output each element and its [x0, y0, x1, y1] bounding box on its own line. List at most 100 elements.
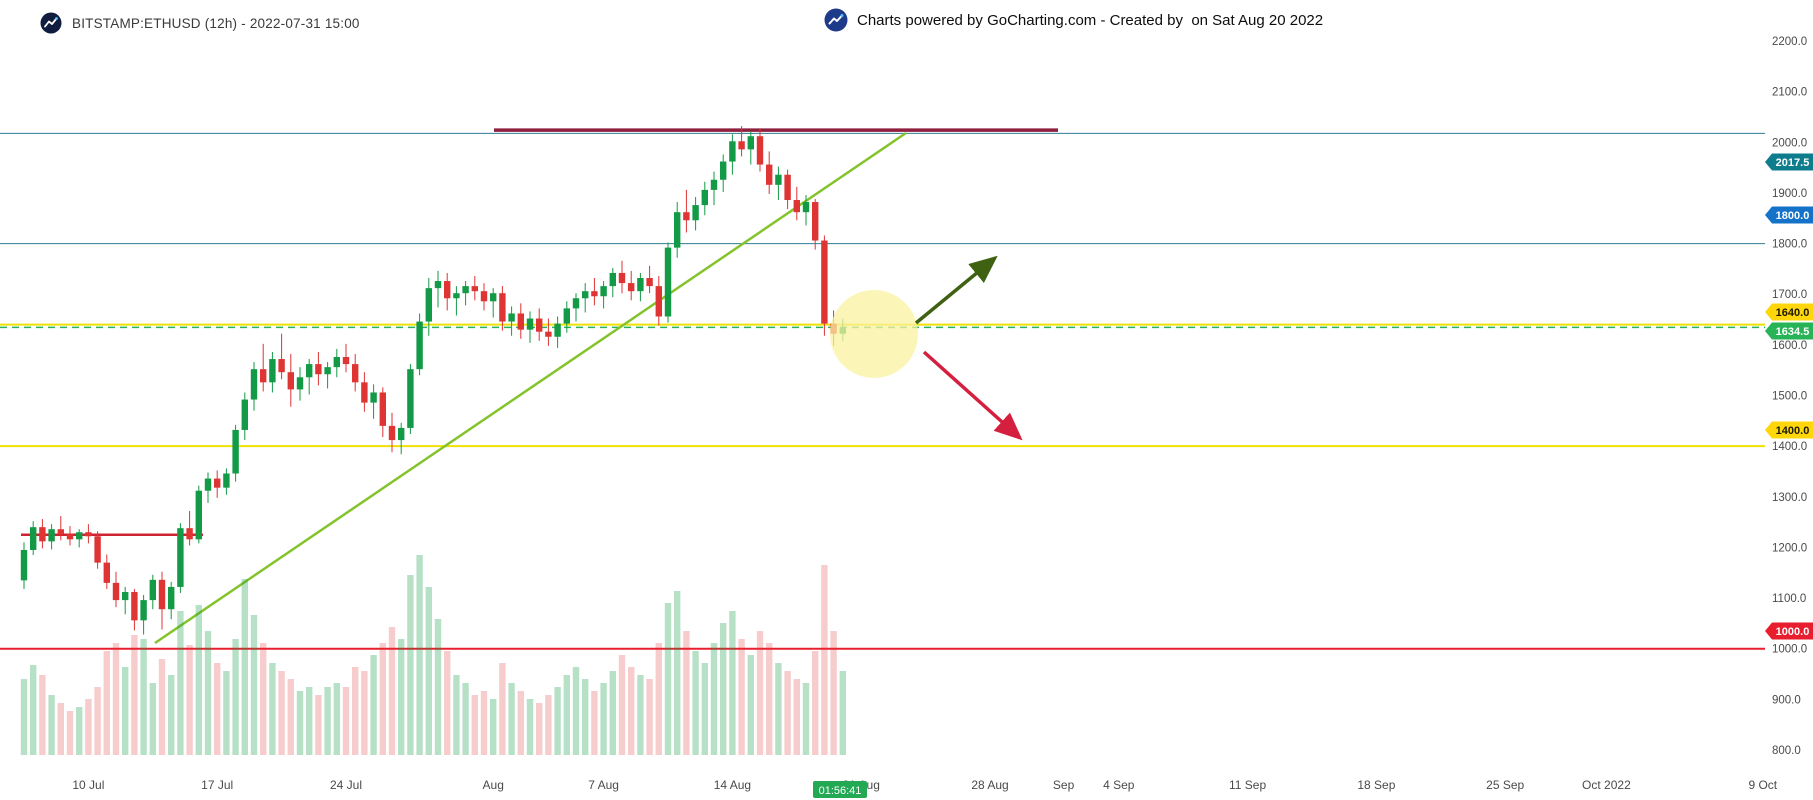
watermark-text: Charts powered by GoCharting.com - Creat…	[857, 11, 1324, 29]
volume-bar	[370, 655, 377, 755]
candle-bearish	[517, 313, 524, 330]
volume-bar	[260, 643, 267, 755]
price-axis[interactable]: 800.0 900.0 1000.0 1100.0 1200.0 1300.0 1400.0…	[1772, 36, 1807, 757]
candle-bullish	[526, 318, 534, 330]
candle-bullish	[609, 272, 616, 287]
time-tick-label: 9 Oct	[1748, 778, 1777, 792]
candle-bullish	[241, 399, 248, 430]
candle-bearish	[471, 286, 478, 292]
volume-bar	[250, 615, 258, 755]
volume-bar	[324, 687, 331, 755]
volume-bar	[655, 643, 662, 755]
volume-bar	[637, 675, 644, 755]
candle-bearish	[186, 528, 193, 540]
price-tick-label: 1600.0	[1772, 340, 1807, 352]
time-tick-label: 18 Sep	[1357, 778, 1395, 792]
candle-bullish	[747, 136, 754, 150]
volume-bar	[756, 631, 764, 755]
volume-bar	[103, 651, 110, 755]
price-tick-label: 1100.0	[1772, 593, 1806, 605]
candle-bullish	[729, 141, 736, 162]
volume-bar	[30, 665, 37, 755]
volume-bar	[701, 663, 708, 755]
volume-bar	[122, 667, 129, 755]
candle-bullish	[775, 174, 782, 185]
price-tick-label: 1800.0	[1772, 239, 1807, 251]
volume-series	[20, 555, 846, 755]
candle-bullish	[204, 478, 212, 491]
volume-bar	[526, 699, 534, 755]
candle-bearish	[646, 278, 653, 287]
price-badge-1634.5: 1634.5	[1765, 322, 1813, 340]
candle-bearish	[158, 579, 166, 610]
volume-bar	[241, 579, 248, 755]
arrow-down-annotation[interactable]	[922, 350, 1023, 441]
candle-bearish	[756, 136, 764, 165]
arrow-up-annotation[interactable]	[914, 255, 998, 325]
volume-bar	[398, 639, 405, 755]
volume-bar	[609, 671, 616, 755]
candle-bearish	[214, 478, 221, 488]
candle-bullish	[149, 579, 156, 601]
price-badge-2017.5: 2017.5	[1765, 153, 1813, 171]
symbol-title: BITSTAMP:ETHUSD (12h) - 2022-07-31 15:00	[72, 15, 360, 31]
candle-bearish	[812, 202, 819, 241]
svg-text:1400.0: 1400.0	[1776, 425, 1810, 437]
candle-bearish	[66, 534, 74, 540]
candle-bullish	[425, 288, 432, 322]
candle-bullish	[582, 291, 589, 299]
volume-bar	[499, 663, 506, 755]
candle-bearish	[112, 582, 120, 601]
volume-bar	[618, 655, 626, 755]
volume-bar	[186, 645, 193, 755]
candle-bearish	[315, 364, 322, 375]
candle-bullish	[701, 189, 708, 206]
volume-bar	[720, 623, 727, 755]
volume-bar	[839, 671, 846, 755]
candle-bullish	[140, 600, 147, 621]
gocharting-logo-icon[interactable]	[40, 12, 62, 34]
candle-bullish	[490, 293, 497, 302]
price-tick-label: 1900.0	[1772, 188, 1807, 200]
highlight-circle[interactable]	[830, 290, 918, 378]
volume-bar	[39, 675, 46, 755]
volume-bar	[112, 643, 120, 755]
candle-bearish	[545, 331, 552, 337]
candle-bullish	[407, 369, 414, 428]
svg-text:01:56:41: 01:56:41	[819, 785, 862, 797]
gocharting-watermark-icon	[824, 8, 848, 32]
candle-bullish	[554, 323, 561, 337]
candle-bearish	[618, 272, 626, 284]
volume-bar	[269, 663, 276, 755]
volume-bar	[85, 699, 92, 755]
candle-bearish	[57, 529, 64, 535]
candle-bullish	[122, 591, 129, 601]
candle-bullish	[177, 528, 184, 587]
volume-bar	[158, 659, 166, 755]
volume-bar	[830, 631, 837, 755]
volume-bar	[554, 687, 561, 755]
volume-bar	[223, 671, 230, 755]
volume-bar	[572, 667, 580, 755]
volume-bar	[407, 575, 414, 755]
candle-bullish	[398, 427, 405, 441]
volume-bar	[168, 675, 175, 755]
candle-bearish	[379, 392, 386, 426]
volume-bar	[821, 565, 828, 755]
candle-bearish	[352, 364, 359, 383]
volume-bar	[66, 711, 74, 755]
candle-bullish	[637, 278, 644, 292]
volume-bar	[480, 691, 488, 755]
volume-bar	[416, 555, 423, 755]
price-badge-1000.0: 1000.0	[1765, 622, 1813, 640]
trendline[interactable]	[154, 131, 907, 645]
time-tick-label: 10 Jul	[72, 778, 104, 792]
candle-bullish	[572, 298, 580, 309]
volume-bar	[710, 643, 718, 755]
volume-bar	[462, 683, 469, 755]
candle-bearish	[784, 174, 791, 201]
price-lines	[0, 128, 1765, 650]
candle-bearish	[499, 293, 506, 322]
